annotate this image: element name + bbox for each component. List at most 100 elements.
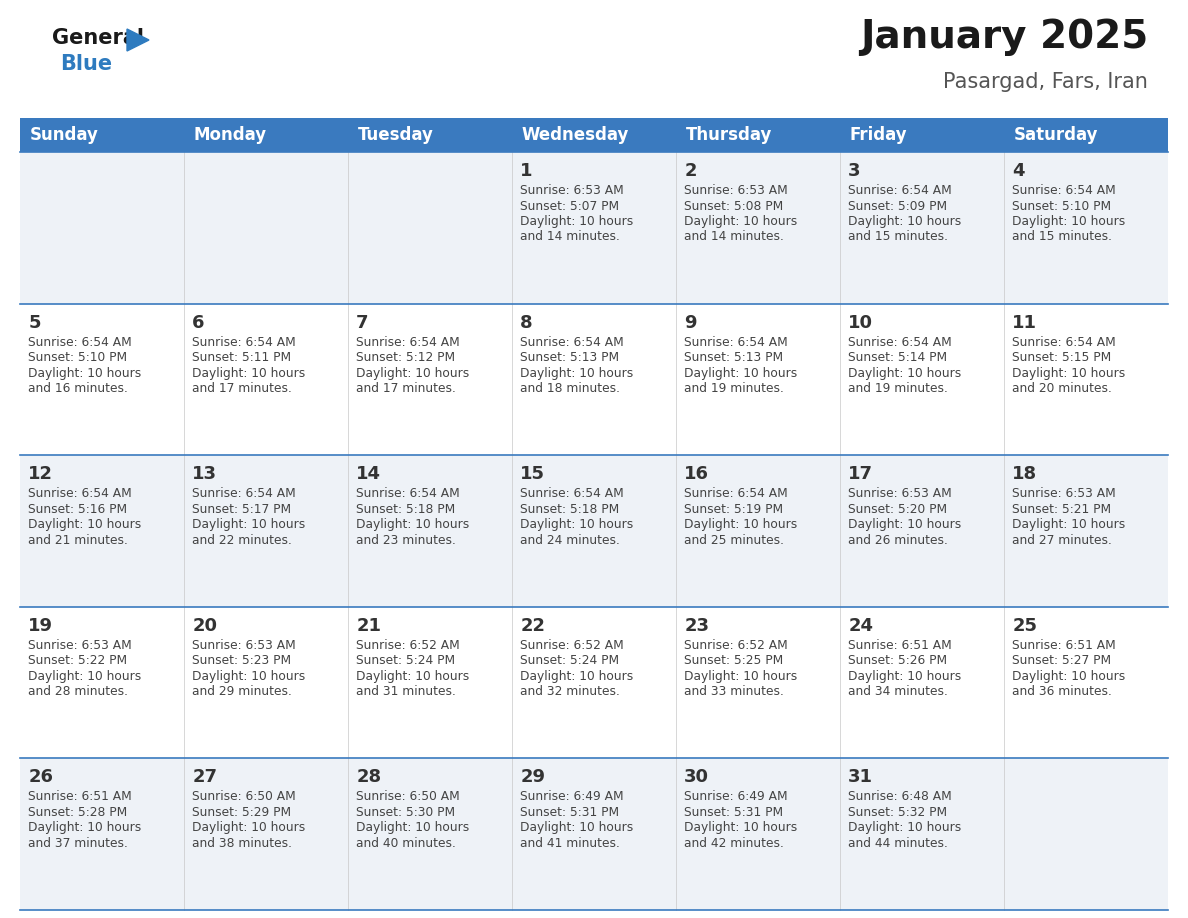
- Text: Sunrise: 6:54 AM: Sunrise: 6:54 AM: [192, 487, 296, 500]
- Text: 7: 7: [356, 314, 368, 331]
- Text: Sunset: 5:18 PM: Sunset: 5:18 PM: [520, 503, 619, 516]
- Bar: [184, 118, 348, 152]
- Bar: [676, 304, 840, 455]
- Text: and 16 minutes.: and 16 minutes.: [29, 382, 128, 395]
- Bar: [840, 152, 1004, 304]
- Text: Daylight: 10 hours: Daylight: 10 hours: [684, 366, 797, 380]
- Text: and 33 minutes.: and 33 minutes.: [684, 686, 784, 699]
- Text: Sunrise: 6:49 AM: Sunrise: 6:49 AM: [520, 790, 624, 803]
- Bar: [184, 304, 348, 455]
- Text: 30: 30: [684, 768, 709, 787]
- Text: Daylight: 10 hours: Daylight: 10 hours: [1012, 215, 1125, 228]
- Text: 9: 9: [684, 314, 696, 331]
- Text: Saturday: Saturday: [1013, 126, 1099, 144]
- Text: 22: 22: [520, 617, 545, 635]
- Text: Sunrise: 6:53 AM: Sunrise: 6:53 AM: [29, 639, 132, 652]
- Text: Daylight: 10 hours: Daylight: 10 hours: [848, 670, 961, 683]
- Text: and 15 minutes.: and 15 minutes.: [848, 230, 948, 243]
- Text: 15: 15: [520, 465, 545, 483]
- Text: Daylight: 10 hours: Daylight: 10 hours: [356, 366, 469, 380]
- Text: 1: 1: [520, 162, 532, 180]
- Text: Sunset: 5:31 PM: Sunset: 5:31 PM: [684, 806, 783, 819]
- Text: 29: 29: [520, 768, 545, 787]
- Text: Daylight: 10 hours: Daylight: 10 hours: [29, 822, 141, 834]
- Text: Sunrise: 6:50 AM: Sunrise: 6:50 AM: [356, 790, 460, 803]
- Text: and 34 minutes.: and 34 minutes.: [848, 686, 948, 699]
- Text: 14: 14: [356, 465, 381, 483]
- Text: Monday: Monday: [194, 126, 267, 144]
- Text: Sunrise: 6:54 AM: Sunrise: 6:54 AM: [29, 487, 132, 500]
- Text: 8: 8: [520, 314, 533, 331]
- Text: and 14 minutes.: and 14 minutes.: [684, 230, 784, 243]
- Text: Sunrise: 6:54 AM: Sunrise: 6:54 AM: [29, 336, 132, 349]
- Bar: [676, 607, 840, 758]
- Text: Sunrise: 6:54 AM: Sunrise: 6:54 AM: [356, 336, 460, 349]
- Text: Daylight: 10 hours: Daylight: 10 hours: [848, 518, 961, 532]
- Bar: [1004, 455, 1168, 607]
- Bar: [348, 758, 512, 910]
- Text: January 2025: January 2025: [860, 18, 1148, 56]
- Text: and 21 minutes.: and 21 minutes.: [29, 533, 128, 547]
- Text: Sunset: 5:13 PM: Sunset: 5:13 PM: [684, 351, 783, 364]
- Text: 6: 6: [192, 314, 204, 331]
- Text: Sunset: 5:10 PM: Sunset: 5:10 PM: [1012, 199, 1111, 212]
- Text: Sunset: 5:10 PM: Sunset: 5:10 PM: [29, 351, 127, 364]
- Bar: [20, 455, 184, 607]
- Text: Sunset: 5:07 PM: Sunset: 5:07 PM: [520, 199, 619, 212]
- Text: Sunday: Sunday: [30, 126, 99, 144]
- Text: 27: 27: [192, 768, 217, 787]
- Text: Sunrise: 6:50 AM: Sunrise: 6:50 AM: [192, 790, 296, 803]
- Text: Daylight: 10 hours: Daylight: 10 hours: [29, 366, 141, 380]
- Text: and 28 minutes.: and 28 minutes.: [29, 686, 128, 699]
- Text: Sunrise: 6:52 AM: Sunrise: 6:52 AM: [356, 639, 460, 652]
- Text: and 22 minutes.: and 22 minutes.: [192, 533, 292, 547]
- Text: Sunrise: 6:54 AM: Sunrise: 6:54 AM: [684, 487, 788, 500]
- Text: Daylight: 10 hours: Daylight: 10 hours: [848, 822, 961, 834]
- Text: Sunset: 5:28 PM: Sunset: 5:28 PM: [29, 806, 127, 819]
- Text: Sunrise: 6:54 AM: Sunrise: 6:54 AM: [848, 336, 952, 349]
- Text: Daylight: 10 hours: Daylight: 10 hours: [1012, 670, 1125, 683]
- Bar: [20, 758, 184, 910]
- Text: Daylight: 10 hours: Daylight: 10 hours: [356, 670, 469, 683]
- Text: Sunrise: 6:53 AM: Sunrise: 6:53 AM: [192, 639, 296, 652]
- Bar: [348, 152, 512, 304]
- Text: Daylight: 10 hours: Daylight: 10 hours: [520, 215, 633, 228]
- Text: 10: 10: [848, 314, 873, 331]
- Text: Sunrise: 6:51 AM: Sunrise: 6:51 AM: [1012, 639, 1116, 652]
- Bar: [676, 152, 840, 304]
- Text: and 37 minutes.: and 37 minutes.: [29, 837, 128, 850]
- Text: Daylight: 10 hours: Daylight: 10 hours: [520, 366, 633, 380]
- Bar: [348, 304, 512, 455]
- Text: Wednesday: Wednesday: [522, 126, 630, 144]
- Text: and 41 minutes.: and 41 minutes.: [520, 837, 620, 850]
- Text: and 19 minutes.: and 19 minutes.: [684, 382, 784, 395]
- Text: Sunset: 5:32 PM: Sunset: 5:32 PM: [848, 806, 947, 819]
- Text: 25: 25: [1012, 617, 1037, 635]
- Text: 16: 16: [684, 465, 709, 483]
- Text: Daylight: 10 hours: Daylight: 10 hours: [848, 215, 961, 228]
- Text: Friday: Friday: [849, 126, 908, 144]
- Text: and 18 minutes.: and 18 minutes.: [520, 382, 620, 395]
- Text: Sunset: 5:30 PM: Sunset: 5:30 PM: [356, 806, 455, 819]
- Text: Daylight: 10 hours: Daylight: 10 hours: [684, 215, 797, 228]
- Text: Sunset: 5:15 PM: Sunset: 5:15 PM: [1012, 351, 1112, 364]
- Text: 19: 19: [29, 617, 53, 635]
- Text: 11: 11: [1012, 314, 1037, 331]
- Text: Thursday: Thursday: [685, 126, 772, 144]
- Text: 3: 3: [848, 162, 860, 180]
- Text: Sunrise: 6:53 AM: Sunrise: 6:53 AM: [1012, 487, 1116, 500]
- Text: and 38 minutes.: and 38 minutes.: [192, 837, 292, 850]
- Text: and 17 minutes.: and 17 minutes.: [356, 382, 456, 395]
- Text: 31: 31: [848, 768, 873, 787]
- Text: Daylight: 10 hours: Daylight: 10 hours: [192, 518, 305, 532]
- Text: Daylight: 10 hours: Daylight: 10 hours: [684, 670, 797, 683]
- Text: and 32 minutes.: and 32 minutes.: [520, 686, 620, 699]
- Text: 23: 23: [684, 617, 709, 635]
- Text: 20: 20: [192, 617, 217, 635]
- Text: Daylight: 10 hours: Daylight: 10 hours: [684, 518, 797, 532]
- Text: Daylight: 10 hours: Daylight: 10 hours: [192, 822, 305, 834]
- Text: Sunset: 5:14 PM: Sunset: 5:14 PM: [848, 351, 947, 364]
- Text: Sunrise: 6:53 AM: Sunrise: 6:53 AM: [520, 184, 624, 197]
- Text: 2: 2: [684, 162, 696, 180]
- Text: Daylight: 10 hours: Daylight: 10 hours: [29, 518, 141, 532]
